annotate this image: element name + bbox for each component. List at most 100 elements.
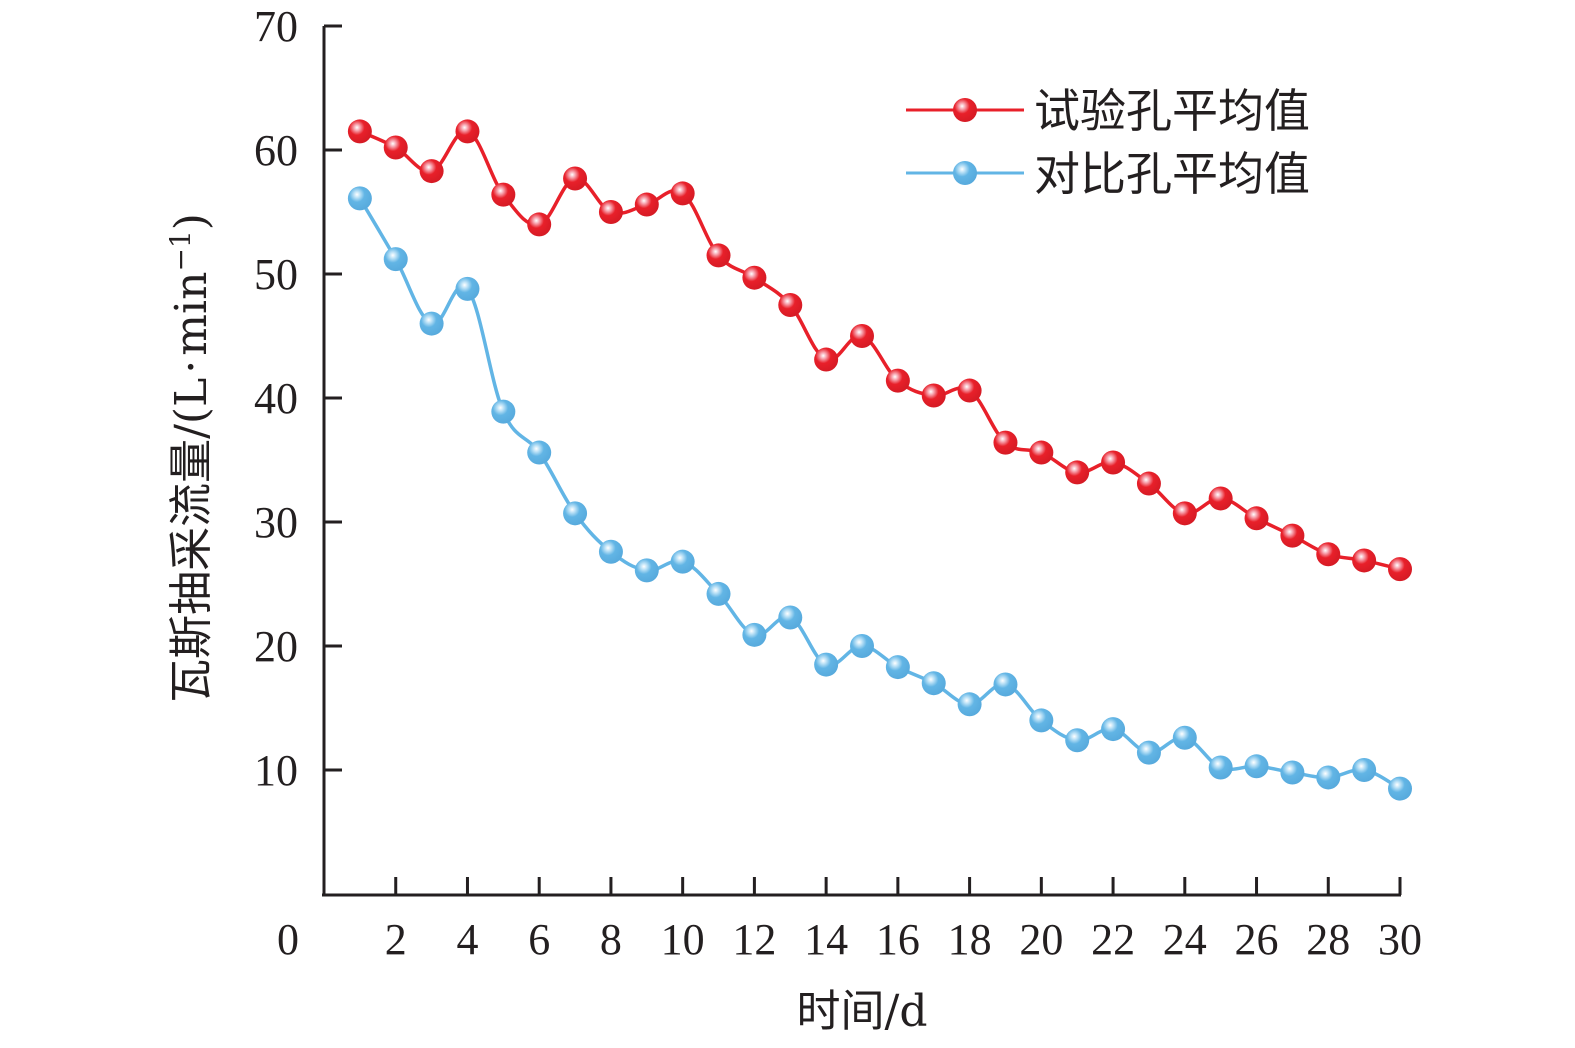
data-point [491, 182, 516, 207]
data-point [850, 324, 874, 348]
y-tick-label: 60 [254, 126, 298, 175]
data-point [634, 192, 659, 217]
data-point [598, 200, 623, 224]
data-point [383, 135, 408, 160]
legend-label-control: 对比孔平均值 [1034, 147, 1310, 201]
data-point [742, 622, 767, 647]
data-point [957, 378, 982, 403]
x-tick-label: 10 [661, 915, 705, 964]
data-point [1029, 440, 1054, 465]
data-point [1101, 450, 1126, 475]
data-point [1172, 725, 1197, 750]
x-tick-label: 28 [1306, 915, 1350, 964]
data-point [1316, 765, 1341, 790]
data-point [1065, 728, 1090, 753]
x-ticks: 2 4 6 8 10 12 14 16 18 20 22 24 26 28 30 [385, 877, 1422, 964]
data-point [778, 293, 803, 317]
data-point [921, 671, 946, 696]
data-point [1029, 708, 1054, 733]
data-point [1065, 460, 1090, 485]
y-ticks: 10 20 30 40 50 60 70 [254, 2, 342, 795]
series-layer [347, 119, 1412, 801]
x-tick-label: 20 [1019, 915, 1063, 964]
legend: 试验孔平均值 对比孔平均值 [906, 84, 1310, 201]
x-tick-label: 16 [876, 915, 920, 964]
data-point [993, 672, 1018, 697]
x-tick-label: 4 [456, 915, 478, 964]
data-point [921, 383, 946, 408]
data-point [419, 159, 444, 184]
y-tick-label: 40 [254, 374, 298, 423]
series-control [347, 186, 1412, 801]
data-point [527, 212, 552, 237]
data-point [347, 186, 372, 211]
legend-label-test: 试验孔平均值 [1034, 84, 1310, 138]
data-point [383, 247, 408, 272]
data-point [1388, 776, 1412, 801]
data-point [993, 430, 1018, 455]
data-point [634, 558, 659, 583]
data-point [1244, 506, 1269, 531]
origin-label: 0 [277, 915, 299, 964]
data-point [1352, 548, 1377, 573]
legend-item-test: 试验孔平均值 [906, 84, 1310, 138]
x-tick-label: 6 [528, 915, 550, 964]
data-point [455, 119, 480, 144]
data-point [1136, 740, 1161, 765]
x-tick-label: 12 [732, 915, 776, 964]
y-tick-label: 70 [254, 2, 298, 51]
data-point [1101, 717, 1126, 742]
legend-item-control: 对比孔平均值 [906, 147, 1310, 201]
data-point [1352, 758, 1377, 782]
data-point [347, 119, 372, 144]
y-axis-title-unit: min [166, 272, 217, 356]
x-tick-label: 22 [1091, 915, 1135, 964]
data-point [706, 243, 731, 268]
x-tick-label: 24 [1163, 915, 1207, 964]
data-point [1280, 760, 1305, 785]
data-point [814, 347, 839, 372]
data-point [670, 181, 695, 206]
y-axis-title-sup: −1 [164, 230, 197, 271]
series-line [358, 197, 1401, 791]
data-point [957, 692, 982, 717]
data-point [1388, 557, 1412, 582]
x-tick-label: 8 [600, 915, 622, 964]
data-point [1208, 755, 1233, 780]
legend-marker-test [953, 98, 977, 122]
x-axis-title: 时间/d [797, 986, 928, 1037]
x-tick-label: 18 [948, 915, 992, 964]
data-point [706, 581, 731, 606]
data-point [885, 655, 910, 680]
y-axis-title-dot: · [166, 360, 217, 374]
x-tick-label: 26 [1235, 915, 1279, 964]
x-tick-label: 2 [385, 915, 407, 964]
data-point [1208, 486, 1233, 511]
y-axis-title-main: 瓦斯抽采流量/(L [166, 378, 217, 703]
y-axis-title-close: ) [166, 213, 217, 230]
data-point [455, 276, 480, 301]
data-point [563, 501, 588, 526]
data-point [1316, 542, 1341, 567]
data-point [419, 311, 444, 336]
data-point [885, 368, 910, 393]
x-tick-label: 30 [1378, 915, 1422, 964]
data-point [1280, 523, 1305, 548]
y-axis-title: 瓦斯抽采流量/(L · min−1) [164, 213, 217, 703]
y-tick-label: 20 [254, 622, 298, 671]
x-tick-label: 14 [804, 915, 848, 964]
y-tick-label: 10 [254, 746, 298, 795]
data-point [670, 549, 695, 574]
legend-marker-control [953, 161, 977, 185]
data-point [527, 440, 552, 465]
data-point [491, 399, 516, 424]
data-point [814, 652, 839, 677]
data-point [778, 605, 803, 630]
y-tick-label: 30 [254, 498, 298, 547]
data-point [850, 634, 874, 658]
data-point [598, 539, 623, 564]
data-point [1136, 471, 1161, 496]
data-point [742, 265, 767, 290]
